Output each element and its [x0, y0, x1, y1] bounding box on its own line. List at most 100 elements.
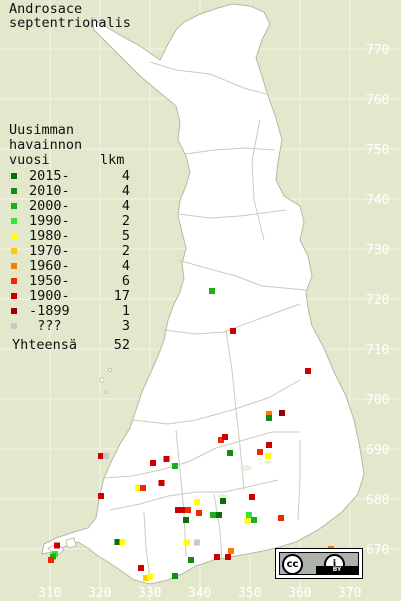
legend-row: 1980- 5	[9, 228, 130, 244]
observation-marker	[143, 575, 149, 581]
observation-marker	[114, 539, 121, 545]
finland-outline	[41, 3, 365, 585]
observation-marker	[48, 557, 54, 563]
legend-period-count: 5	[121, 228, 130, 244]
observation-points	[48, 288, 334, 581]
legend-swatch	[11, 293, 17, 299]
legend-period-label: 1900-	[29, 288, 70, 304]
observation-marker	[194, 539, 200, 546]
legend-row: -1899 1	[9, 303, 130, 319]
observation-marker	[279, 410, 285, 416]
observation-marker	[183, 517, 189, 523]
legend-period-label: 1960-	[29, 258, 70, 274]
lakes	[217, 460, 272, 498]
y-tick-label: 760	[366, 93, 389, 108]
legend-row: 2010- 4	[9, 183, 130, 199]
legend-swatch	[11, 173, 17, 179]
observation-marker	[185, 507, 191, 513]
legend-period-label: 2015-	[29, 168, 70, 184]
legend-period-count: 2	[121, 213, 130, 229]
observation-marker	[188, 557, 194, 563]
legend-row: 1960- 4	[9, 258, 130, 274]
cc-by-license-badge: cc i BY	[275, 548, 363, 579]
legend-period-count: 3	[121, 318, 130, 334]
observation-marker	[251, 517, 257, 523]
legend-total: Yhteensä 52	[9, 337, 130, 353]
legend-row: ??? 3	[9, 318, 130, 334]
observation-marker	[172, 573, 178, 579]
legend-period-label: 2000-	[29, 198, 70, 214]
x-tick-label: 350	[238, 586, 261, 601]
observation-marker	[135, 485, 141, 491]
legend-period-count: 17	[113, 288, 130, 304]
x-tick-label: 360	[288, 586, 311, 601]
y-tick-label: 680	[366, 493, 389, 508]
legend-col-count: lkm	[100, 152, 125, 168]
observation-marker	[278, 515, 284, 521]
x-tick-label: 320	[88, 586, 111, 601]
cc-icon: cc	[282, 554, 303, 575]
y-tick-label: 740	[366, 193, 389, 208]
observation-marker	[54, 542, 60, 549]
legend-period-count: 4	[121, 198, 130, 214]
species-title-line2: septentrionalis	[9, 15, 131, 31]
x-tick-label: 370	[338, 586, 361, 601]
legend-period-label: 2010-	[29, 183, 70, 199]
observation-marker	[230, 328, 236, 334]
legend-row: 1900- 17	[9, 288, 130, 304]
y-tick-label: 750	[366, 143, 389, 158]
y-axis-labels: 770 760 750 740 730 720 710 700 690 680 670	[366, 43, 389, 558]
observation-marker	[216, 512, 222, 518]
legend-swatch	[11, 308, 17, 314]
observation-marker	[266, 415, 272, 421]
observation-marker	[246, 512, 252, 518]
x-tick-label: 310	[38, 586, 61, 601]
y-tick-label: 700	[366, 393, 389, 408]
observation-marker	[172, 463, 178, 469]
observation-marker	[194, 499, 200, 505]
legend-header-line1: Uusimman	[9, 122, 75, 138]
legend-period-count: 6	[121, 273, 130, 289]
observation-marker	[225, 554, 231, 560]
observation-marker	[196, 510, 202, 516]
observation-marker	[228, 548, 234, 554]
observation-marker	[257, 449, 263, 455]
legend-row: 1950- 6	[9, 273, 130, 289]
observation-marker	[209, 288, 215, 294]
legend-period-count: 2	[121, 243, 130, 259]
observation-marker	[175, 507, 181, 513]
legend-swatch	[11, 233, 17, 239]
observation-marker	[138, 565, 144, 571]
y-tick-label: 710	[366, 343, 389, 358]
legend-period-label: 1980-	[29, 228, 70, 244]
observation-marker	[305, 368, 311, 374]
observation-marker	[50, 553, 56, 560]
legend-period-count: 1	[121, 303, 130, 319]
observation-marker	[184, 539, 190, 546]
y-tick-label: 720	[366, 293, 389, 308]
y-tick-label: 690	[366, 443, 389, 458]
observation-marker	[220, 498, 226, 504]
legend-header-line2: havainnon	[9, 137, 83, 153]
observation-marker	[222, 434, 228, 440]
legend-swatch	[11, 323, 17, 329]
observation-marker	[163, 456, 170, 462]
observation-marker	[140, 485, 146, 491]
observation-marker	[210, 512, 216, 518]
legend-row: 1990- 2	[9, 213, 130, 229]
observation-marker	[244, 518, 251, 524]
legend-swatch	[11, 218, 17, 224]
observation-marker	[147, 574, 153, 580]
legend-period-label: 1950-	[29, 273, 70, 289]
species-title-line1: Androsace	[9, 1, 83, 17]
legend-col-year: vuosi	[9, 152, 50, 168]
legend-period-label: 1970-	[29, 243, 70, 259]
x-tick-label: 330	[138, 586, 161, 601]
legend-swatch	[11, 203, 17, 209]
legend-period-count: 4	[121, 258, 130, 274]
y-tick-label: 730	[366, 243, 389, 258]
legend-swatch	[11, 248, 17, 254]
y-tick-label: 770	[366, 43, 389, 58]
